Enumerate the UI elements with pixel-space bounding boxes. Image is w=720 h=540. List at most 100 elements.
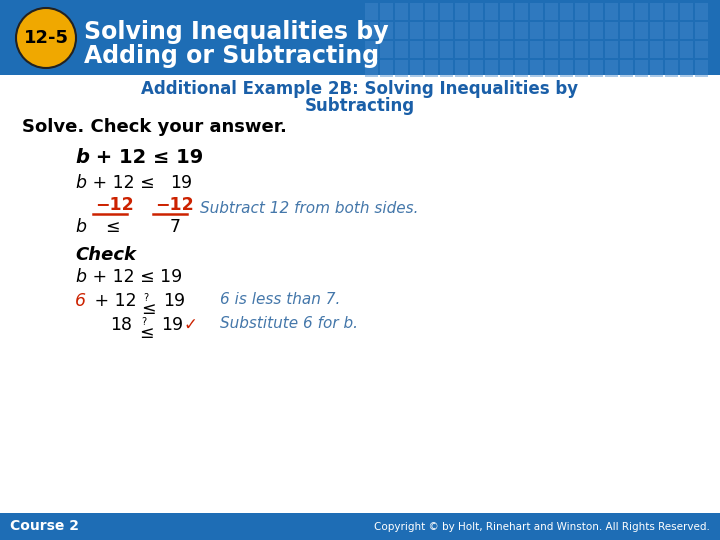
Text: b: b (75, 268, 86, 286)
Text: 19: 19 (161, 316, 183, 334)
FancyBboxPatch shape (680, 22, 693, 39)
FancyBboxPatch shape (485, 60, 498, 77)
FancyBboxPatch shape (425, 3, 438, 20)
FancyBboxPatch shape (425, 22, 438, 39)
FancyBboxPatch shape (530, 3, 543, 20)
FancyBboxPatch shape (530, 60, 543, 77)
FancyBboxPatch shape (395, 22, 408, 39)
FancyBboxPatch shape (515, 60, 528, 77)
Text: Subtracting: Subtracting (305, 97, 415, 115)
FancyBboxPatch shape (455, 3, 468, 20)
FancyBboxPatch shape (515, 22, 528, 39)
FancyBboxPatch shape (695, 41, 708, 58)
FancyBboxPatch shape (650, 22, 663, 39)
FancyBboxPatch shape (440, 41, 453, 58)
FancyBboxPatch shape (695, 3, 708, 20)
FancyBboxPatch shape (500, 60, 513, 77)
FancyBboxPatch shape (365, 3, 378, 20)
FancyBboxPatch shape (575, 41, 588, 58)
Text: ✓: ✓ (183, 316, 197, 334)
FancyBboxPatch shape (380, 3, 393, 20)
FancyBboxPatch shape (680, 3, 693, 20)
FancyBboxPatch shape (605, 3, 618, 20)
Text: Adding or Subtracting: Adding or Subtracting (84, 44, 379, 68)
FancyBboxPatch shape (470, 3, 483, 20)
Text: 19: 19 (170, 174, 192, 192)
FancyBboxPatch shape (365, 22, 378, 39)
FancyBboxPatch shape (560, 22, 573, 39)
Text: −12: −12 (95, 196, 134, 214)
FancyBboxPatch shape (695, 60, 708, 77)
FancyBboxPatch shape (395, 60, 408, 77)
FancyBboxPatch shape (380, 41, 393, 58)
Text: + 12 ≤ 19: + 12 ≤ 19 (87, 268, 182, 286)
FancyBboxPatch shape (680, 41, 693, 58)
Text: ?: ? (143, 293, 148, 303)
FancyBboxPatch shape (590, 22, 603, 39)
Text: + 12 ≤ 19: + 12 ≤ 19 (89, 148, 203, 167)
FancyBboxPatch shape (365, 60, 378, 77)
FancyBboxPatch shape (470, 41, 483, 58)
FancyBboxPatch shape (665, 60, 678, 77)
Text: 6: 6 (75, 292, 86, 310)
Text: Solving Inequalities by: Solving Inequalities by (84, 20, 389, 44)
FancyBboxPatch shape (395, 41, 408, 58)
FancyBboxPatch shape (665, 41, 678, 58)
Text: Substitute 6 for b.: Substitute 6 for b. (220, 316, 358, 331)
Text: 18: 18 (110, 316, 132, 334)
Text: −12: −12 (155, 196, 194, 214)
Text: b: b (75, 148, 89, 167)
FancyBboxPatch shape (440, 3, 453, 20)
FancyBboxPatch shape (650, 3, 663, 20)
FancyBboxPatch shape (470, 22, 483, 39)
FancyBboxPatch shape (665, 22, 678, 39)
FancyBboxPatch shape (605, 41, 618, 58)
FancyBboxPatch shape (680, 60, 693, 77)
FancyBboxPatch shape (0, 513, 720, 540)
Text: ≤: ≤ (139, 324, 153, 342)
FancyBboxPatch shape (635, 60, 648, 77)
FancyBboxPatch shape (560, 60, 573, 77)
FancyBboxPatch shape (380, 60, 393, 77)
FancyBboxPatch shape (500, 41, 513, 58)
FancyBboxPatch shape (575, 3, 588, 20)
FancyBboxPatch shape (590, 3, 603, 20)
Text: Copyright © by Holt, Rinehart and Winston. All Rights Reserved.: Copyright © by Holt, Rinehart and Winsto… (374, 522, 710, 531)
FancyBboxPatch shape (665, 3, 678, 20)
FancyBboxPatch shape (485, 41, 498, 58)
FancyBboxPatch shape (620, 41, 633, 58)
FancyBboxPatch shape (635, 22, 648, 39)
FancyBboxPatch shape (365, 41, 378, 58)
FancyBboxPatch shape (605, 22, 618, 39)
FancyBboxPatch shape (0, 0, 720, 75)
FancyBboxPatch shape (515, 41, 528, 58)
FancyBboxPatch shape (500, 3, 513, 20)
Text: 6 is less than 7.: 6 is less than 7. (220, 292, 341, 307)
FancyBboxPatch shape (620, 3, 633, 20)
FancyBboxPatch shape (425, 41, 438, 58)
FancyBboxPatch shape (425, 60, 438, 77)
Text: + 12: + 12 (89, 292, 137, 310)
FancyBboxPatch shape (485, 22, 498, 39)
Text: Course 2: Course 2 (10, 519, 79, 534)
Text: Check: Check (75, 246, 136, 264)
Text: ?: ? (141, 317, 146, 327)
FancyBboxPatch shape (410, 41, 423, 58)
FancyBboxPatch shape (560, 3, 573, 20)
FancyBboxPatch shape (455, 41, 468, 58)
FancyBboxPatch shape (500, 22, 513, 39)
FancyBboxPatch shape (410, 60, 423, 77)
Text: b: b (75, 218, 86, 236)
FancyBboxPatch shape (620, 60, 633, 77)
FancyBboxPatch shape (395, 3, 408, 20)
Text: 7: 7 (170, 218, 181, 236)
FancyBboxPatch shape (575, 22, 588, 39)
Text: + 12 ≤: + 12 ≤ (87, 174, 155, 192)
FancyBboxPatch shape (380, 22, 393, 39)
FancyBboxPatch shape (530, 41, 543, 58)
FancyBboxPatch shape (560, 41, 573, 58)
Text: ≤: ≤ (141, 300, 156, 318)
FancyBboxPatch shape (605, 60, 618, 77)
FancyBboxPatch shape (695, 22, 708, 39)
Text: Additional Example 2B: Solving Inequalities by: Additional Example 2B: Solving Inequalit… (141, 80, 579, 98)
